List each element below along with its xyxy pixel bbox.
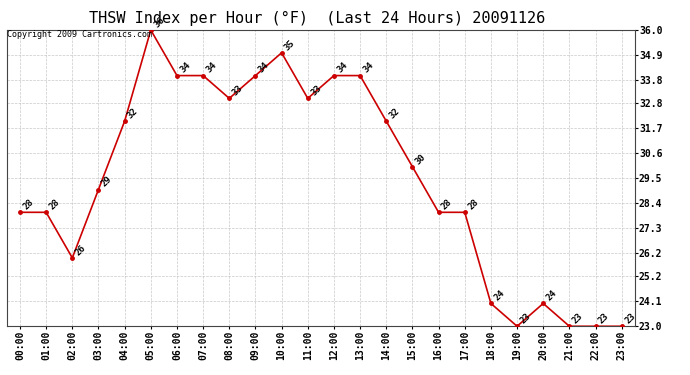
Text: 36: 36 (152, 15, 166, 29)
Text: 28: 28 (21, 198, 35, 211)
Text: 24: 24 (492, 289, 506, 303)
Text: 23: 23 (571, 312, 584, 326)
Text: 34: 34 (204, 61, 219, 75)
Text: 33: 33 (309, 84, 323, 98)
Text: 34: 34 (178, 61, 193, 75)
Text: 28: 28 (48, 198, 61, 211)
Text: 24: 24 (544, 289, 559, 303)
Text: 28: 28 (466, 198, 480, 211)
Text: 34: 34 (257, 61, 270, 75)
Text: 23: 23 (518, 312, 533, 326)
Text: 29: 29 (100, 175, 114, 189)
Text: 32: 32 (388, 106, 402, 120)
Text: 33: 33 (230, 84, 245, 98)
Text: 32: 32 (126, 106, 140, 120)
Text: 26: 26 (74, 243, 88, 257)
Text: THSW Index per Hour (°F)  (Last 24 Hours) 20091126: THSW Index per Hour (°F) (Last 24 Hours)… (89, 11, 546, 26)
Text: 28: 28 (440, 198, 454, 211)
Text: 34: 34 (335, 61, 349, 75)
Text: Copyright 2009 Cartronics.com: Copyright 2009 Cartronics.com (7, 30, 152, 39)
Text: 35: 35 (283, 38, 297, 52)
Text: 34: 34 (362, 61, 375, 75)
Text: 23: 23 (623, 312, 637, 326)
Text: 30: 30 (414, 152, 428, 166)
Text: 23: 23 (597, 312, 611, 326)
